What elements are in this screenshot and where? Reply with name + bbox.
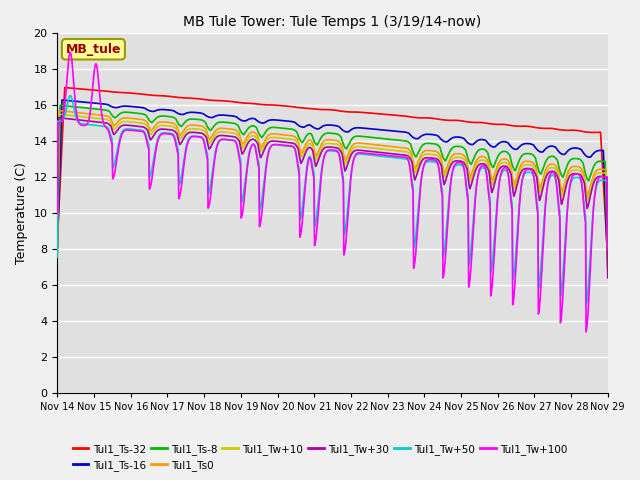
Tul1_Tw+100 — [54, 210, 61, 216]
Tul1_Ts0 — [149, 126, 157, 132]
Tul1_Ts-8 — [149, 119, 157, 124]
Tul1_Ts-8 — [534, 165, 541, 171]
Tul1_Ts0 — [265, 132, 273, 138]
Tul1_Ts0 — [116, 117, 124, 122]
Tul1_Ts-32 — [604, 257, 612, 263]
Tul1_Ts0 — [534, 175, 541, 181]
Tul1_Tw+30 — [116, 124, 124, 130]
Tul1_Tw+100 — [582, 329, 590, 335]
Line: Tul1_Tw+10: Tul1_Tw+10 — [58, 114, 608, 271]
Tul1_Tw+30 — [149, 134, 157, 140]
Tul1_Ts-8 — [116, 110, 124, 116]
Tul1_Ts-8 — [265, 126, 273, 132]
Tul1_Ts-8 — [593, 159, 601, 165]
Tul1_Tw+100 — [604, 246, 612, 252]
Tul1_Ts0 — [593, 167, 601, 173]
Tul1_Ts-32 — [289, 104, 296, 109]
Line: Tul1_Tw+50: Tul1_Tw+50 — [58, 96, 608, 303]
Tul1_Tw+100 — [265, 149, 273, 155]
Tul1_Tw+30 — [55, 115, 63, 120]
Tul1_Tw+50 — [54, 254, 61, 260]
Tul1_Tw+100 — [149, 168, 157, 174]
Tul1_Tw+50 — [116, 133, 124, 139]
Tul1_Tw+50 — [149, 160, 157, 166]
Legend: Tul1_Ts-32, Tul1_Ts-16, Tul1_Ts-8, Tul1_Ts0, Tul1_Tw+10, Tul1_Tw+30, Tul1_Tw+50,: Tul1_Ts-32, Tul1_Ts-16, Tul1_Ts-8, Tul1_… — [68, 439, 572, 475]
Tul1_Tw+100 — [534, 210, 541, 216]
Tul1_Ts-16 — [54, 244, 61, 250]
Tul1_Ts-8 — [289, 126, 296, 132]
Tul1_Tw+50 — [265, 148, 273, 154]
Tul1_Tw+10 — [593, 171, 601, 177]
Line: Tul1_Ts-16: Tul1_Ts-16 — [58, 100, 608, 267]
Tul1_Tw+100 — [289, 144, 296, 149]
Tul1_Tw+10 — [116, 120, 124, 126]
Tul1_Ts0 — [604, 267, 612, 273]
Tul1_Tw+50 — [604, 231, 612, 237]
Tul1_Tw+10 — [534, 179, 541, 184]
Tul1_Ts-8 — [604, 267, 612, 273]
Tul1_Tw+30 — [289, 140, 296, 146]
Tul1_Tw+50 — [67, 93, 74, 98]
Text: MB_tule: MB_tule — [66, 43, 121, 56]
Tul1_Ts-16 — [534, 147, 541, 153]
Tul1_Tw+100 — [593, 178, 601, 184]
Tul1_Tw+100 — [116, 136, 124, 142]
Tul1_Ts-32 — [54, 237, 61, 243]
Tul1_Ts-16 — [289, 119, 296, 124]
Tul1_Ts-32 — [534, 125, 541, 131]
Tul1_Tw+10 — [54, 251, 61, 256]
Tul1_Tw+50 — [534, 204, 541, 210]
Tul1_Ts0 — [289, 133, 296, 139]
Tul1_Tw+10 — [604, 268, 612, 274]
Tul1_Tw+50 — [593, 181, 601, 187]
Tul1_Ts-16 — [265, 118, 273, 123]
Line: Tul1_Ts0: Tul1_Ts0 — [58, 110, 608, 270]
Tul1_Ts0 — [54, 249, 61, 255]
Line: Tul1_Ts-32: Tul1_Ts-32 — [58, 87, 608, 260]
Tul1_Ts-16 — [593, 148, 601, 154]
Tul1_Ts-16 — [149, 108, 157, 114]
Tul1_Ts-16 — [116, 104, 124, 109]
Line: Tul1_Ts-8: Tul1_Ts-8 — [58, 105, 608, 270]
Y-axis label: Temperature (C): Temperature (C) — [15, 162, 28, 264]
Line: Tul1_Tw+30: Tul1_Tw+30 — [58, 118, 608, 278]
Line: Tul1_Tw+100: Tul1_Tw+100 — [58, 52, 608, 332]
Tul1_Tw+50 — [289, 144, 296, 150]
Tul1_Ts-16 — [604, 264, 612, 270]
Tul1_Ts-32 — [61, 84, 68, 90]
Tul1_Tw+10 — [149, 129, 157, 135]
Tul1_Ts-16 — [58, 97, 66, 103]
Tul1_Tw+30 — [265, 140, 273, 145]
Tul1_Tw+50 — [582, 300, 590, 306]
Tul1_Tw+30 — [534, 185, 541, 191]
Tul1_Ts-32 — [116, 90, 124, 96]
Tul1_Tw+30 — [593, 174, 601, 180]
Tul1_Ts-32 — [149, 93, 157, 98]
Tul1_Ts-8 — [54, 246, 61, 252]
Tul1_Tw+30 — [54, 243, 61, 249]
Tul1_Ts-32 — [265, 102, 273, 108]
Tul1_Tw+10 — [265, 136, 273, 142]
Tul1_Ts0 — [56, 108, 63, 113]
Tul1_Tw+30 — [604, 275, 612, 281]
Tul1_Tw+100 — [67, 49, 74, 55]
Tul1_Ts-8 — [56, 102, 64, 108]
Title: MB Tule Tower: Tule Temps 1 (3/19/14-now): MB Tule Tower: Tule Temps 1 (3/19/14-now… — [184, 15, 482, 29]
Tul1_Tw+10 — [55, 111, 63, 117]
Tul1_Tw+10 — [289, 136, 296, 142]
Tul1_Ts-32 — [593, 130, 601, 135]
